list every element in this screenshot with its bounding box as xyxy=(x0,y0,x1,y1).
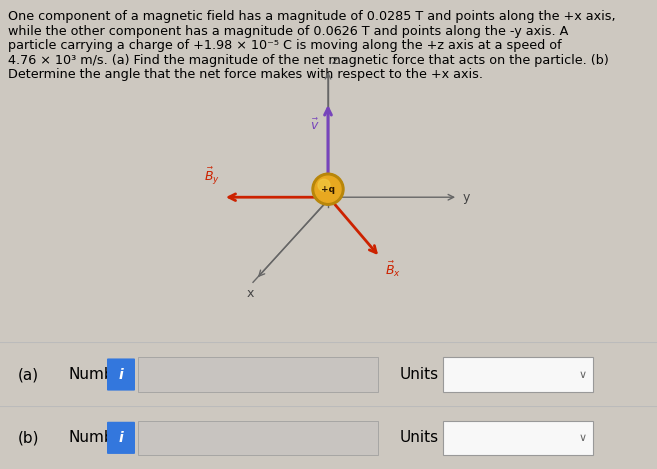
Text: (b): (b) xyxy=(18,431,39,446)
Text: +q: +q xyxy=(321,185,335,194)
Bar xyxy=(443,421,593,455)
Text: $\vec{B}_x$: $\vec{B}_x$ xyxy=(385,259,401,279)
Text: Number: Number xyxy=(68,367,129,382)
Text: Units: Units xyxy=(400,367,439,382)
Text: particle carrying a charge of +1.98 × 10⁻⁵ C is moving along the +z axis at a sp: particle carrying a charge of +1.98 × 10… xyxy=(8,39,562,52)
Circle shape xyxy=(315,176,341,202)
Bar xyxy=(138,421,378,455)
FancyBboxPatch shape xyxy=(107,422,135,454)
Text: $\vec{B}_y$: $\vec{B}_y$ xyxy=(204,166,220,187)
Text: x: x xyxy=(246,287,254,300)
Bar xyxy=(138,357,378,392)
Text: (a): (a) xyxy=(18,367,39,382)
Text: ∨: ∨ xyxy=(579,433,587,443)
Circle shape xyxy=(318,179,330,191)
Text: Units: Units xyxy=(400,431,439,446)
Bar xyxy=(443,357,593,392)
FancyBboxPatch shape xyxy=(107,358,135,391)
Circle shape xyxy=(312,173,344,205)
Text: z: z xyxy=(332,54,338,67)
Text: y: y xyxy=(463,191,470,204)
Text: Number: Number xyxy=(68,431,129,446)
Text: Determine the angle that the net force makes with respect to the +x axis.: Determine the angle that the net force m… xyxy=(8,68,483,81)
Text: i: i xyxy=(119,431,124,445)
Text: ∨: ∨ xyxy=(579,370,587,379)
Text: while the other component has a magnitude of 0.0626 T and points along the -y ax: while the other component has a magnitud… xyxy=(8,24,568,38)
Text: $\vec{v}$: $\vec{v}$ xyxy=(311,118,320,133)
Text: One component of a magnetic field has a magnitude of 0.0285 T and points along t: One component of a magnetic field has a … xyxy=(8,10,616,23)
Text: i: i xyxy=(119,368,124,381)
Text: 4.76 × 10³ m/s. (a) Find the magnitude of the net magnetic force that acts on th: 4.76 × 10³ m/s. (a) Find the magnitude o… xyxy=(8,53,609,67)
